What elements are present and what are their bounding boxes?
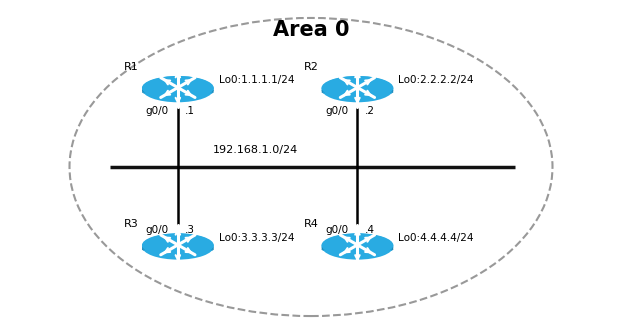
Text: R3: R3 [124, 219, 139, 229]
Text: R2: R2 [304, 61, 318, 71]
Text: 192.168.1.0/24: 192.168.1.0/24 [213, 145, 298, 155]
Ellipse shape [142, 76, 214, 102]
Ellipse shape [142, 243, 214, 253]
Text: .3: .3 [185, 225, 195, 235]
Text: R1: R1 [124, 61, 139, 71]
Ellipse shape [322, 76, 393, 102]
Text: g0/0: g0/0 [146, 225, 169, 235]
Text: g0/0: g0/0 [146, 106, 169, 116]
Text: Lo0:3.3.3.3/24: Lo0:3.3.3.3/24 [219, 233, 294, 243]
Ellipse shape [142, 86, 214, 96]
Ellipse shape [142, 245, 214, 254]
Text: .1: .1 [185, 106, 195, 116]
Ellipse shape [142, 233, 214, 257]
Text: Lo0:2.2.2.2/24: Lo0:2.2.2.2/24 [398, 75, 474, 86]
Text: R4: R4 [304, 219, 318, 229]
Ellipse shape [322, 233, 393, 260]
Ellipse shape [322, 88, 393, 97]
Ellipse shape [322, 245, 393, 254]
Ellipse shape [142, 76, 214, 100]
Text: Area 0: Area 0 [273, 20, 349, 39]
Ellipse shape [322, 243, 393, 253]
Ellipse shape [322, 86, 393, 96]
Ellipse shape [142, 88, 214, 97]
Text: .2: .2 [365, 106, 375, 116]
Text: g0/0: g0/0 [325, 225, 348, 235]
Ellipse shape [142, 233, 214, 260]
Text: Lo0:4.4.4.4/24: Lo0:4.4.4.4/24 [398, 233, 474, 243]
Text: Lo0:1.1.1.1/24: Lo0:1.1.1.1/24 [219, 75, 294, 86]
Ellipse shape [322, 233, 393, 257]
Ellipse shape [322, 76, 393, 100]
Text: g0/0: g0/0 [325, 106, 348, 116]
Text: .4: .4 [365, 225, 375, 235]
